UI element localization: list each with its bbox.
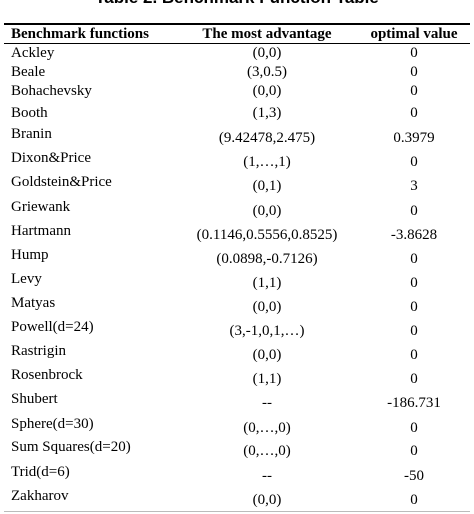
table-cell: 0 <box>410 420 418 436</box>
table-title: Table 2. Benchmark Function Table <box>0 0 474 8</box>
table-cell: 0 <box>410 492 418 508</box>
table-cell: (0,…,0) <box>243 420 291 436</box>
table-cell: (1,1) <box>252 371 282 387</box>
table-cell: 0 <box>410 299 418 315</box>
table-cell: (1,…,1) <box>243 154 291 170</box>
table-cell: (0,0) <box>252 203 282 219</box>
table-cell: Matyas <box>11 295 56 311</box>
table-cell: Shubert <box>11 391 58 407</box>
table-cell: 0.3979 <box>393 130 435 146</box>
table-cell: (0.0898,-0.7126) <box>216 251 318 267</box>
table-cell: (0.1146,0.5556,0.8525) <box>196 227 338 243</box>
table-cell: Hump <box>11 247 49 263</box>
table-cell: 0 <box>410 154 418 170</box>
table-cell: Powell(d=24) <box>11 319 94 335</box>
table-cell: Beale <box>11 64 46 80</box>
table-cell: 0 <box>410 83 418 99</box>
table-cell: Hartmann <box>11 223 71 239</box>
table-cell: -186.731 <box>387 395 441 411</box>
table-cell: (0,0) <box>252 83 282 99</box>
table-cell: (1,1) <box>252 275 282 291</box>
table-cell: -3.8628 <box>390 227 438 243</box>
header-rule <box>4 43 470 44</box>
table-cell: (0,0) <box>252 492 282 508</box>
bottom-rule <box>4 511 470 512</box>
table-cell: -50 <box>404 468 424 484</box>
table-cell: 0 <box>410 323 418 339</box>
table-cell: Booth <box>11 105 48 121</box>
table-cell: (0,0) <box>252 347 282 363</box>
table-cell: 0 <box>410 203 418 219</box>
table-cell: 0 <box>410 45 418 61</box>
table-cell: (0,1) <box>252 178 282 194</box>
table-cell: Bohachevsky <box>11 83 92 99</box>
table-cell: -- <box>262 395 272 411</box>
table-cell: Levy <box>11 271 42 287</box>
table-cell: (9.42478,2.475) <box>218 130 316 146</box>
table-cell: Dixon&Price <box>11 150 91 166</box>
table-cell: (3,-1,0,1,…) <box>229 323 305 339</box>
table-cell: (3,0.5) <box>247 64 287 80</box>
table-cell: 0 <box>410 443 418 459</box>
table-cell: Sphere(d=30) <box>11 416 94 432</box>
table-cell: (1,3) <box>252 105 282 121</box>
table-cell: (0,0) <box>252 299 282 315</box>
table-cell: Trid(d=6) <box>11 464 70 480</box>
table-cell: (0,…,0) <box>243 443 291 459</box>
table-cell: 3 <box>410 178 418 194</box>
table-cell: Goldstein&Price <box>11 174 112 190</box>
header-cell: The most advantage <box>202 26 332 42</box>
table-cell: 0 <box>410 251 418 267</box>
table-cell: Sum Squares(d=20) <box>11 439 131 455</box>
table-cell: Griewank <box>11 199 71 215</box>
table-cell: (0,0) <box>252 45 282 61</box>
top-rule <box>4 23 470 25</box>
table-cell: -- <box>262 468 272 484</box>
table-cell: 0 <box>410 371 418 387</box>
table-cell: Ackley <box>11 45 55 61</box>
table-cell: 0 <box>410 275 418 291</box>
table-cell: 0 <box>410 347 418 363</box>
table-cell: 0 <box>410 64 418 80</box>
table-cell: 0 <box>410 105 418 121</box>
header-cell: optimal value <box>370 26 458 42</box>
table-cell: Rastrigin <box>11 343 66 359</box>
header-cell: Benchmark functions <box>11 26 149 42</box>
table-cell: Branin <box>11 126 52 142</box>
table-cell: Rosenbrock <box>11 367 83 383</box>
table-cell: Zakharov <box>11 488 69 504</box>
